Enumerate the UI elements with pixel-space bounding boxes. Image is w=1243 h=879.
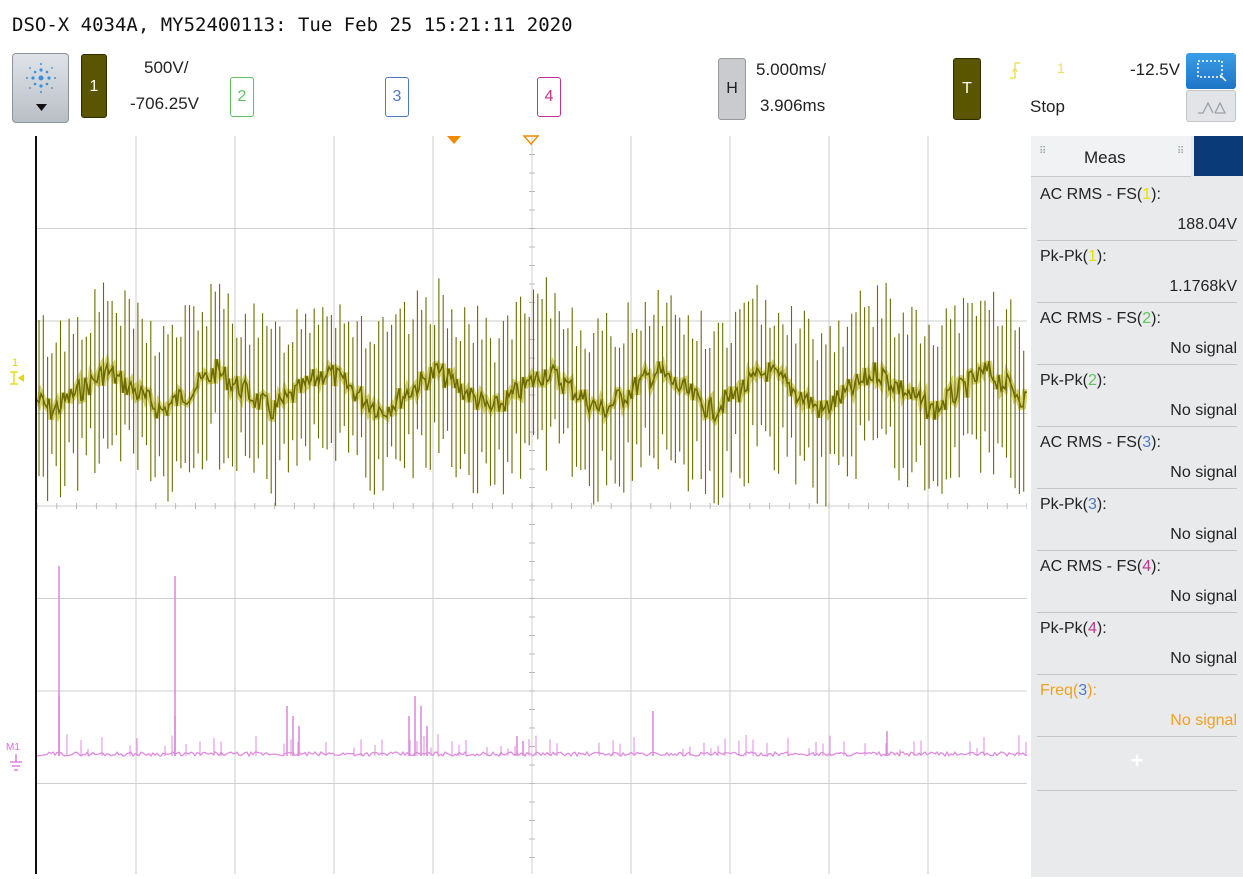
channel-1-button[interactable]: 1 bbox=[81, 54, 107, 118]
meas-separator bbox=[1037, 674, 1237, 675]
zoom-select-button[interactable] bbox=[1186, 53, 1236, 89]
time-reference-marker bbox=[522, 135, 540, 146]
meas-value: 188.04V bbox=[1177, 216, 1237, 233]
waveform-display[interactable] bbox=[34, 135, 1028, 874]
horizontal-button[interactable]: H bbox=[718, 58, 746, 120]
dropdown-arrow-icon bbox=[36, 104, 47, 111]
channel-1-scale[interactable]: 500V/ bbox=[144, 58, 189, 77]
meas-source: 3 bbox=[1142, 434, 1152, 451]
meas-source: 4 bbox=[1142, 558, 1152, 575]
meas-source: 4 bbox=[1088, 620, 1097, 637]
meas-label[interactable]: Pk-Pk(3): bbox=[1040, 496, 1107, 513]
rising-edge-icon bbox=[1010, 62, 1020, 79]
trigger-button[interactable]: T bbox=[953, 58, 981, 120]
horizontal-delay[interactable]: 3.906ms bbox=[760, 96, 826, 115]
touch-measure-button[interactable] bbox=[1186, 90, 1236, 122]
meas-label[interactable]: Pk-Pk(2): bbox=[1040, 372, 1107, 389]
graticule bbox=[34, 135, 1028, 874]
meas-separator bbox=[1037, 240, 1237, 241]
add-measurement-button[interactable]: + bbox=[1130, 748, 1144, 773]
meas-source: 3 bbox=[1078, 682, 1088, 699]
agilent-spark-icon bbox=[26, 63, 56, 111]
trigger-point-marker bbox=[447, 136, 461, 144]
channel-3-button[interactable]: 3 bbox=[385, 77, 409, 117]
meas-label[interactable]: AC RMS - FS(3): bbox=[1040, 434, 1161, 451]
delta-wave-icon bbox=[1198, 101, 1227, 114]
meas-label[interactable]: Pk-Pk(4): bbox=[1040, 620, 1107, 637]
meas-separator bbox=[1037, 302, 1237, 303]
meas-value: No signal bbox=[1170, 402, 1237, 419]
meas-label[interactable]: AC RMS - FS(2): bbox=[1040, 310, 1161, 327]
meas-value: No signal bbox=[1170, 712, 1237, 729]
agilent-logo-button[interactable] bbox=[12, 53, 69, 123]
meas-label[interactable]: Freq(3): bbox=[1040, 682, 1097, 699]
meas-value: 1.1768kV bbox=[1169, 278, 1237, 295]
meas-value: No signal bbox=[1170, 526, 1237, 543]
meas-value: No signal bbox=[1170, 588, 1237, 605]
trigger-source: 1 bbox=[1057, 60, 1065, 76]
meas-source: 2 bbox=[1142, 310, 1152, 327]
trigger-level[interactable]: -12.5V bbox=[1130, 60, 1181, 79]
meas-panel-title: Meas bbox=[1084, 148, 1126, 167]
meas-source: 2 bbox=[1088, 372, 1097, 389]
math-ground-marker[interactable]: M1 bbox=[4, 740, 34, 780]
meas-label[interactable]: AC RMS - FS(1): bbox=[1040, 186, 1161, 203]
channel-1-offset[interactable]: -706.25V bbox=[130, 94, 199, 113]
meas-separator bbox=[1037, 612, 1237, 613]
meas-panel-header[interactable]: ⠿ Meas ⠿ bbox=[1031, 136, 1191, 177]
meas-value: No signal bbox=[1170, 464, 1237, 481]
measurements-panel: ⠿ Meas ⠿ AC RMS - FS(1): 188.04V Pk-Pk(1):… bbox=[1031, 136, 1243, 877]
horizontal-scale[interactable]: 5.000ms/ bbox=[756, 60, 826, 79]
meas-source: 1 bbox=[1088, 248, 1097, 265]
channel-1-marker-label: 1 bbox=[12, 357, 18, 369]
channel-1-ground-marker[interactable]: 1 bbox=[6, 352, 34, 396]
delay-markers[interactable] bbox=[440, 132, 550, 150]
panel-tab[interactable] bbox=[1194, 136, 1243, 176]
meas-separator bbox=[1037, 426, 1237, 427]
meas-source: 1 bbox=[1142, 186, 1152, 203]
meas-label[interactable]: Pk-Pk(1): bbox=[1040, 248, 1107, 265]
math-marker-label: M1 bbox=[6, 742, 20, 753]
meas-separator bbox=[1037, 488, 1237, 489]
meas-label[interactable]: AC RMS - FS(4): bbox=[1040, 558, 1161, 575]
zoom-box-icon bbox=[1197, 60, 1227, 82]
channel-4-button[interactable]: 4 bbox=[537, 77, 561, 117]
channel-2-button[interactable]: 2 bbox=[230, 77, 254, 117]
meas-separator bbox=[1037, 364, 1237, 365]
meas-separator bbox=[1037, 736, 1237, 737]
toolbar: 1 500V/ -706.25V 2 3 4 H 5.000ms/ 3.906m… bbox=[0, 48, 1243, 132]
meas-separator bbox=[1037, 550, 1237, 551]
drag-handle-right-icon[interactable]: ⠿ bbox=[1177, 146, 1185, 157]
meas-separator bbox=[1037, 790, 1237, 791]
meas-source: 3 bbox=[1088, 496, 1097, 513]
window-title: DSO-X 4034A, MY52400113: Tue Feb 25 15:2… bbox=[12, 14, 573, 36]
drag-handle-icon[interactable]: ⠿ bbox=[1039, 146, 1048, 157]
run-state: Stop bbox=[1030, 97, 1065, 116]
meas-value: No signal bbox=[1170, 340, 1237, 357]
meas-value: No signal bbox=[1170, 650, 1237, 667]
